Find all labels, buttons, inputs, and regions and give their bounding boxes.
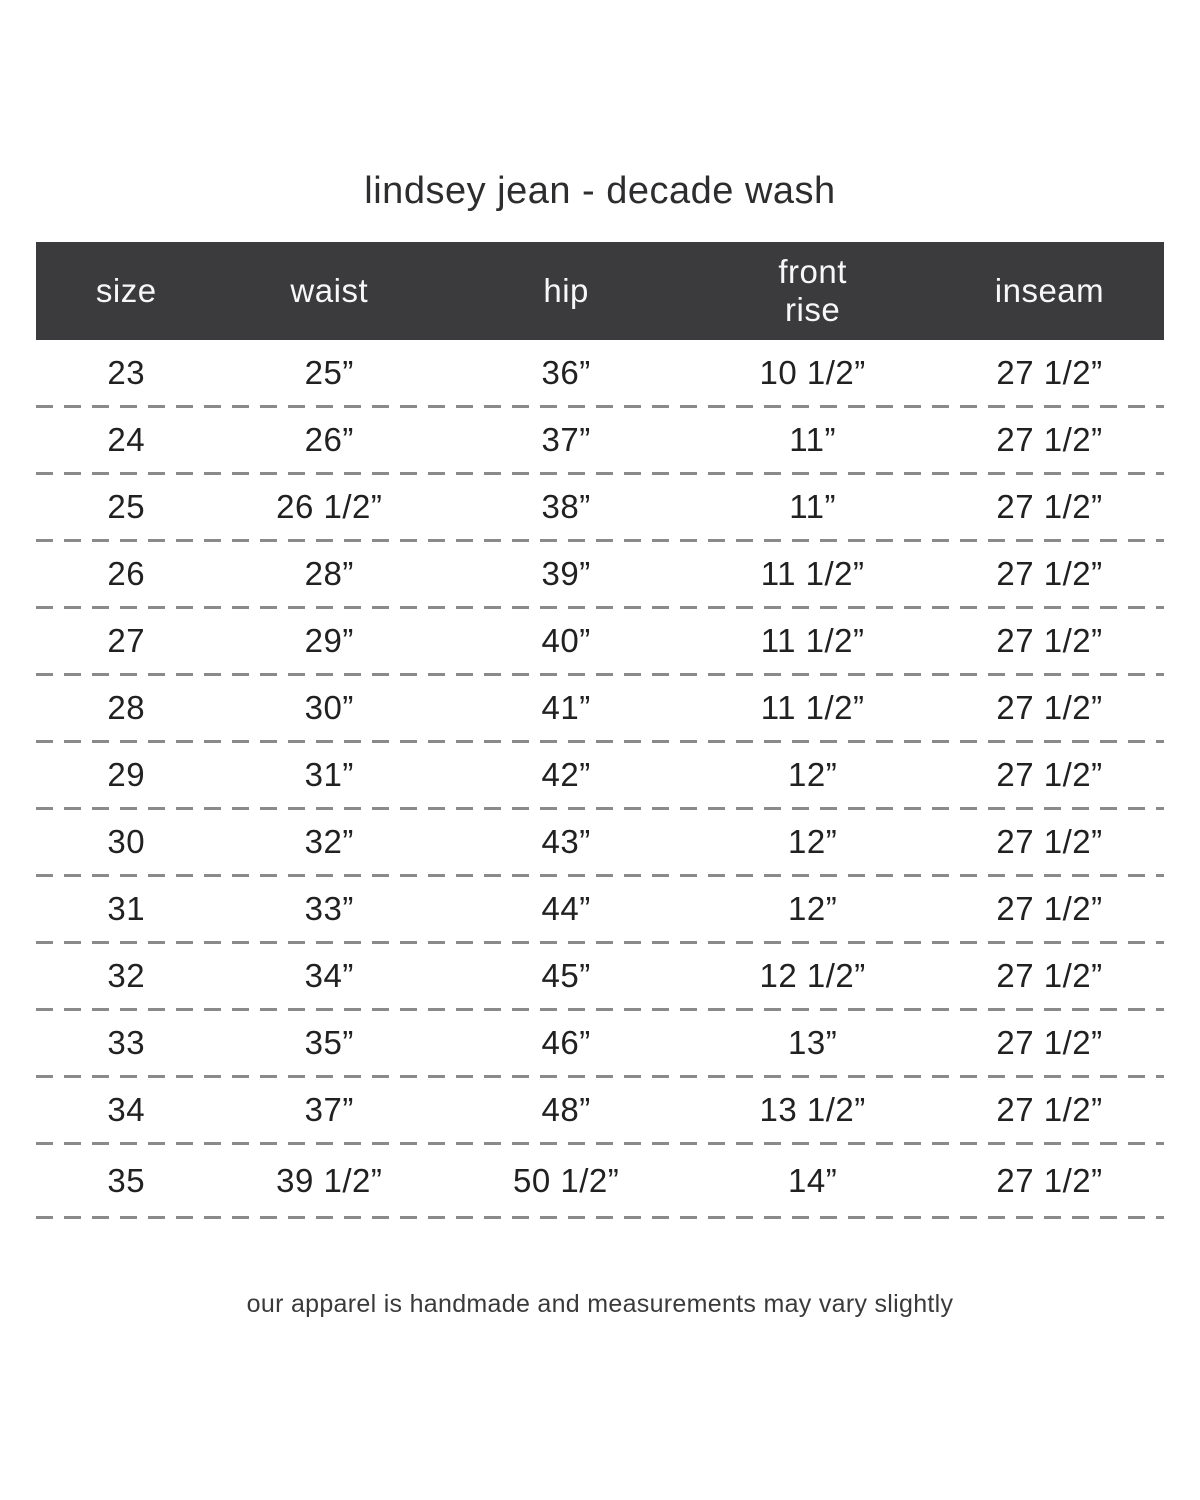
- cell-size: 29: [107, 756, 146, 794]
- table-header-row: size waist hip front rise inseam: [36, 241, 1164, 340]
- table-row: 29 31” 42” 12” 27 1/2”: [36, 742, 1164, 810]
- table-row: 27 29” 40” 11 1/2” 27 1/2”: [36, 608, 1164, 676]
- cell-size: 28: [107, 689, 146, 727]
- chart-title: lindsey jean - decade wash: [364, 170, 836, 212]
- cell-waist: 35”: [304, 1024, 354, 1062]
- cell-inseam: 27 1/2”: [996, 622, 1103, 660]
- table-row: 25 26 1/2” 38” 11” 27 1/2”: [36, 474, 1164, 542]
- table-row: 24 26” 37” 11” 27 1/2”: [36, 407, 1164, 475]
- table-row: 35 39 1/2” 50 1/2” 14” 27 1/2”: [36, 1144, 1164, 1219]
- cell-size: 33: [107, 1024, 146, 1062]
- footnote: our apparel is handmade and measurements…: [246, 1289, 954, 1318]
- cell-waist: 30”: [304, 689, 354, 727]
- table-row: 32 34” 45” 12 1/2” 27 1/2”: [36, 943, 1164, 1011]
- cell-hip: 37”: [541, 421, 591, 459]
- column-header-size: size: [95, 271, 157, 309]
- table-row: 31 33” 44” 12” 27 1/2”: [36, 876, 1164, 944]
- cell-inseam: 27 1/2”: [996, 823, 1103, 861]
- cell-inseam: 27 1/2”: [996, 354, 1103, 392]
- cell-size: 35: [107, 1161, 146, 1199]
- cell-inseam: 27 1/2”: [996, 421, 1103, 459]
- size-chart-table: size waist hip front rise inseam 23 25” 36” 10 …: [36, 241, 1164, 1219]
- cell-size: 24: [107, 421, 146, 459]
- cell-waist: 28”: [304, 555, 354, 593]
- cell-hip: 44”: [541, 890, 591, 928]
- table-body: 23 25” 36” 10 1/2” 27 1/2” 24 26” 37” 11” 27 1/2”…: [36, 340, 1164, 1219]
- cell-front-rise: 14”: [788, 1161, 838, 1199]
- cell-waist: 26”: [304, 421, 354, 459]
- cell-waist: 25”: [304, 354, 354, 392]
- column-header-hip: hip: [543, 271, 589, 309]
- cell-waist: 33”: [304, 890, 354, 928]
- cell-waist: 29”: [304, 622, 354, 660]
- cell-inseam: 27 1/2”: [996, 890, 1103, 928]
- cell-size: 34: [107, 1091, 146, 1129]
- cell-front-rise: 11”: [789, 421, 836, 459]
- cell-hip: 42”: [541, 756, 591, 794]
- cell-front-rise: 13 1/2”: [759, 1091, 866, 1129]
- cell-hip: 48”: [541, 1091, 591, 1129]
- cell-size: 23: [107, 354, 146, 392]
- cell-hip: 40”: [541, 622, 591, 660]
- cell-front-rise: 13”: [788, 1024, 838, 1062]
- table-row: 33 35” 46” 13” 27 1/2”: [36, 1010, 1164, 1078]
- cell-front-rise: 10 1/2”: [759, 354, 866, 392]
- cell-inseam: 27 1/2”: [996, 1091, 1103, 1129]
- cell-front-rise: 12”: [788, 823, 838, 861]
- cell-waist: 34”: [304, 957, 354, 995]
- cell-size: 26: [107, 555, 146, 593]
- table-row: 23 25” 36” 10 1/2” 27 1/2”: [36, 340, 1164, 408]
- cell-hip: 43”: [541, 823, 591, 861]
- cell-size: 25: [107, 488, 146, 526]
- column-header-front-rise: front rise: [778, 252, 847, 328]
- cell-inseam: 27 1/2”: [996, 488, 1103, 526]
- cell-hip: 41”: [541, 689, 591, 727]
- cell-front-rise: 11 1/2”: [760, 622, 865, 660]
- cell-waist: 31”: [304, 756, 354, 794]
- table-row: 28 30” 41” 11 1/2” 27 1/2”: [36, 675, 1164, 743]
- cell-front-rise: 11 1/2”: [760, 689, 865, 727]
- cell-inseam: 27 1/2”: [996, 689, 1103, 727]
- cell-waist: 26 1/2”: [276, 488, 383, 526]
- cell-front-rise: 11 1/2”: [760, 555, 865, 593]
- cell-hip: 39”: [541, 555, 591, 593]
- cell-front-rise: 12 1/2”: [759, 957, 866, 995]
- column-header-inseam: inseam: [994, 271, 1105, 309]
- cell-size: 30: [107, 823, 146, 861]
- cell-size: 27: [107, 622, 146, 660]
- table-row: 34 37” 48” 13 1/2” 27 1/2”: [36, 1077, 1164, 1145]
- cell-size: 32: [107, 957, 146, 995]
- cell-inseam: 27 1/2”: [996, 756, 1103, 794]
- cell-inseam: 27 1/2”: [996, 1024, 1103, 1062]
- cell-front-rise: 12”: [788, 890, 838, 928]
- cell-size: 31: [107, 890, 146, 928]
- cell-hip: 36”: [541, 354, 591, 392]
- cell-waist: 32”: [304, 823, 354, 861]
- cell-inseam: 27 1/2”: [996, 555, 1103, 593]
- table-row: 26 28” 39” 11 1/2” 27 1/2”: [36, 541, 1164, 609]
- cell-waist: 39 1/2”: [276, 1161, 383, 1199]
- column-header-waist: waist: [290, 271, 369, 309]
- table-row: 30 32” 43” 12” 27 1/2”: [36, 809, 1164, 877]
- cell-hip: 45”: [541, 957, 591, 995]
- cell-front-rise: 12”: [788, 756, 838, 794]
- cell-hip: 46”: [541, 1024, 591, 1062]
- cell-hip: 50 1/2”: [513, 1161, 620, 1199]
- cell-inseam: 27 1/2”: [996, 1161, 1103, 1199]
- cell-hip: 38”: [541, 488, 591, 526]
- cell-waist: 37”: [304, 1091, 354, 1129]
- cell-front-rise: 11”: [789, 488, 836, 526]
- cell-inseam: 27 1/2”: [996, 957, 1103, 995]
